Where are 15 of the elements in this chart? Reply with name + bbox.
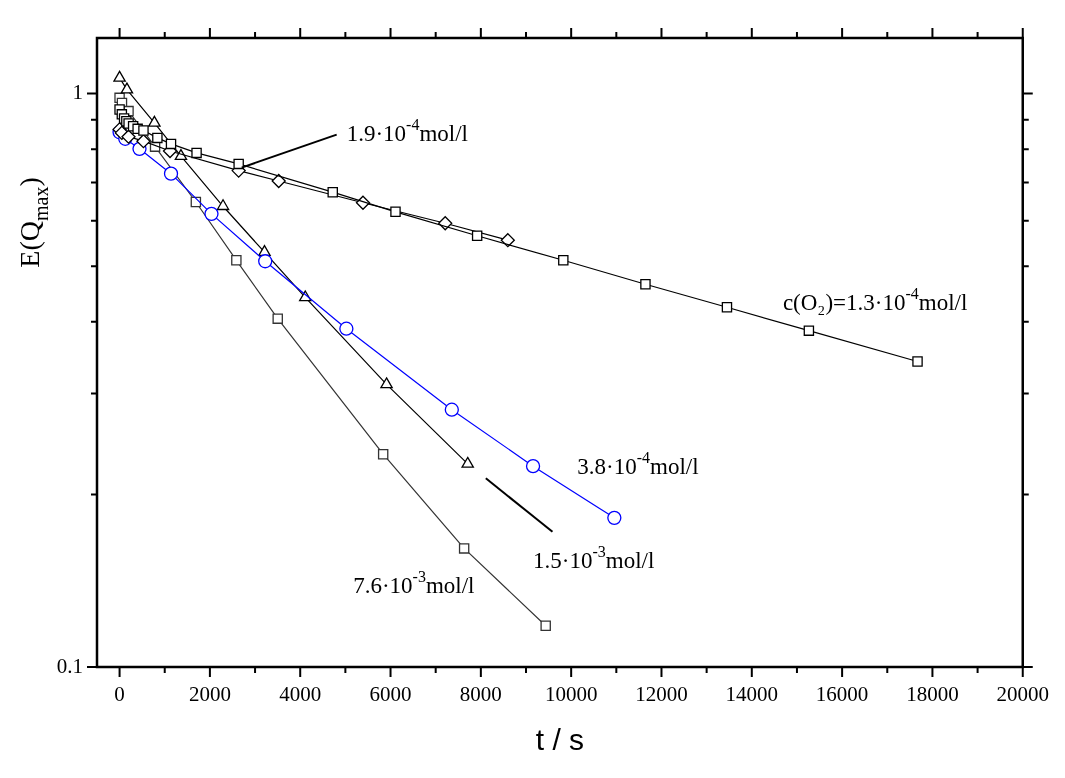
- y-tick-label: 1: [72, 80, 83, 105]
- x-tick-label: 16000: [815, 682, 869, 707]
- x-tick-label: 18000: [906, 682, 959, 707]
- x-tick-label: 8000: [459, 682, 502, 707]
- x-tick-label: 10000: [544, 682, 598, 707]
- y-axis-title: E(Qmax): [14, 177, 53, 268]
- x-tick-label: 2000: [188, 682, 231, 707]
- x-tick-label: 6000: [369, 682, 412, 707]
- x-tick-label: 4000: [279, 682, 322, 707]
- x-tick-label: 12000: [635, 682, 688, 707]
- y-tick-label: 0.1: [56, 653, 83, 678]
- x-tick-label: 20000: [996, 682, 1049, 707]
- x-axis-title: t / s: [535, 723, 585, 757]
- x-tick-label: 14000: [725, 682, 779, 707]
- x-tick-label: 0: [114, 682, 125, 707]
